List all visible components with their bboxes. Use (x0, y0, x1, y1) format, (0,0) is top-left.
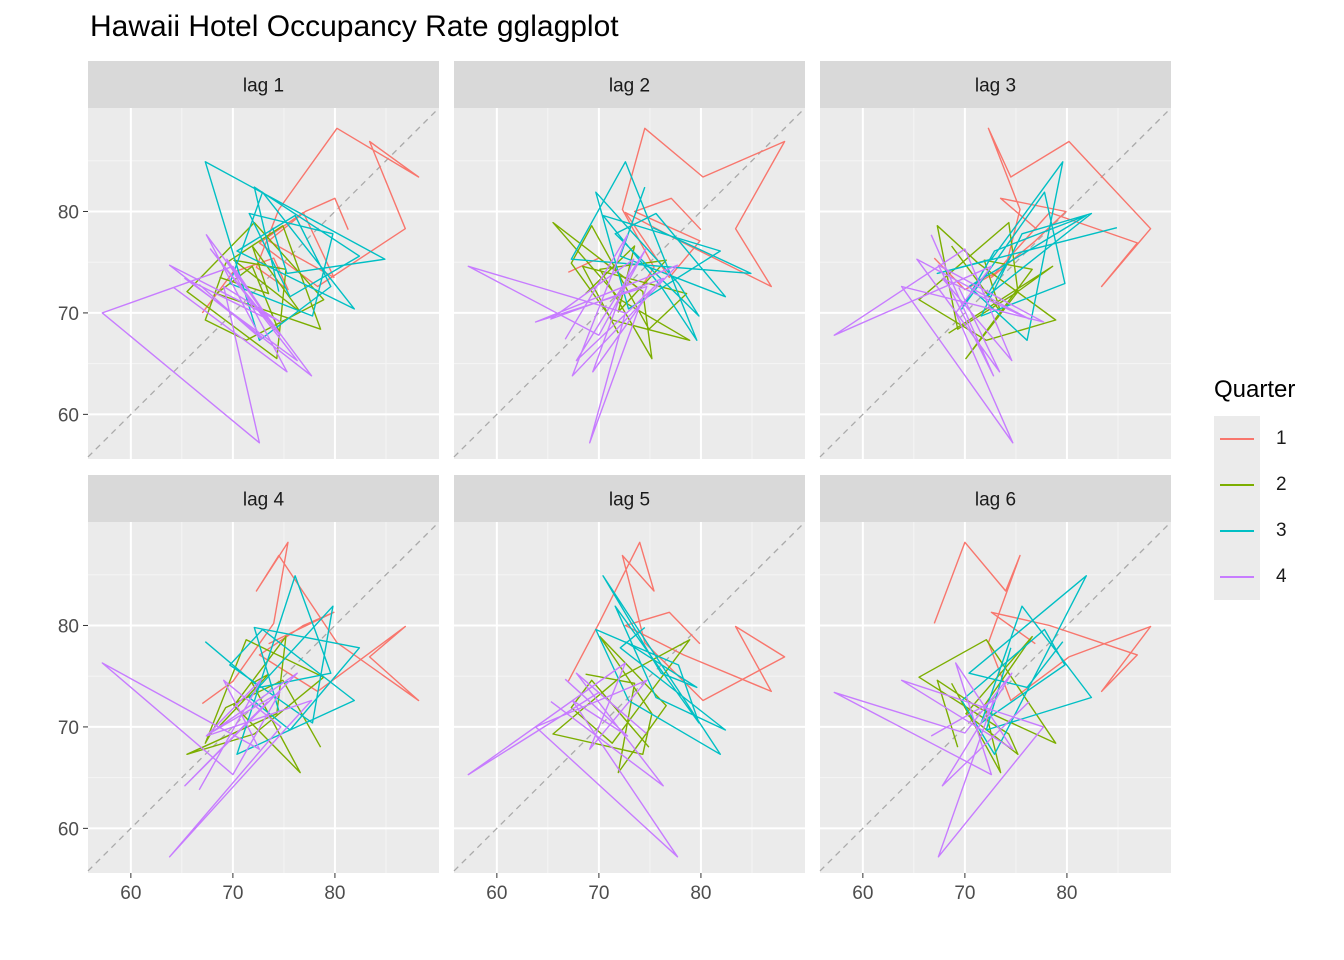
facet-4-xtick-label: 80 (324, 883, 345, 904)
facet-5-series-q3 (595, 575, 727, 755)
facet-5-strip-label: lag 5 (609, 490, 650, 511)
facet-1-series-q2 (186, 221, 325, 360)
facet-4-ytick-label: 70 (58, 718, 79, 739)
facet-2-series-q1 (568, 127, 786, 291)
facet-1-ytick-label: 80 (58, 202, 79, 223)
facet-3-series-q4 (833, 234, 1045, 444)
facet-6-xtick-label: 70 (954, 883, 975, 904)
legend-label-q1: 1 (1276, 428, 1287, 449)
facet-5-series-q4 (467, 662, 679, 858)
facet-1-strip-label: lag 1 (243, 76, 284, 97)
facet-6-series-q4 (833, 662, 1045, 858)
legend-item-q4: 4 (1214, 554, 1295, 600)
facet-5-series-q2 (552, 635, 691, 774)
legend-item-q2: 2 (1214, 462, 1295, 508)
facet-1-ytick-label: 70 (58, 304, 79, 325)
facet-4-xtick-label: 70 (222, 883, 243, 904)
legend: Quarter 1 2 3 4 (1214, 376, 1295, 600)
facet-4-series-q1 (201, 541, 420, 705)
facet-4-ytick-label: 80 (58, 616, 79, 637)
facet-5-xtick-label: 80 (690, 883, 711, 904)
facet-3-strip (820, 61, 1171, 108)
facet-4-ytick-label: 60 (58, 819, 79, 840)
facet-6-xtick-label: 80 (1056, 883, 1077, 904)
facet-6-reference-line (819, 521, 1172, 872)
facet-1-series-q4 (101, 234, 313, 444)
facet-4-series-q4 (101, 662, 313, 858)
legend-item-q3: 3 (1214, 508, 1295, 554)
facet-1-series-q3 (204, 161, 386, 341)
facet-2-series-q2 (552, 221, 691, 360)
facet-5-xtick-label: 70 (588, 883, 609, 904)
legend-key-q4 (1214, 554, 1260, 600)
facet-2-series-q3 (570, 161, 752, 341)
facet-4-series-q3 (204, 575, 361, 755)
facet-3-series-q2 (918, 221, 1057, 360)
plot-title: Hawaii Hotel Occupancy Rate gglagplot (90, 10, 619, 43)
legend-key-q2 (1214, 462, 1260, 508)
legend-key-q1 (1214, 416, 1260, 462)
facet-6-series-q1 (933, 541, 1152, 702)
facet-1-strip (88, 61, 439, 108)
facet-5-xtick-label: 60 (486, 883, 507, 904)
facet-5-strip (454, 475, 805, 522)
facet-2-series-q4 (467, 234, 679, 444)
legend-label-q2: 2 (1276, 474, 1287, 495)
facet-4-strip-label: lag 4 (243, 490, 285, 511)
facet-2-strip (454, 61, 805, 108)
legend-label-q3: 3 (1276, 520, 1287, 541)
legend-label-q4: 4 (1276, 566, 1287, 587)
facet-5-reference-line (453, 521, 806, 872)
facet-3-strip-label: lag 3 (975, 76, 1016, 97)
legend-title: Quarter (1214, 376, 1296, 403)
legend-item-q1: 1 (1214, 416, 1295, 462)
facet-6-strip-label: lag 6 (975, 490, 1016, 511)
facet-4-strip (88, 475, 439, 522)
facet-6-series-q3 (961, 575, 1093, 755)
facet-4-xtick-label: 60 (120, 883, 141, 904)
legend-key-q3 (1214, 508, 1260, 554)
facet-1-ytick-label: 60 (58, 405, 79, 426)
facet-6-strip (820, 475, 1171, 522)
facet-2-strip-label: lag 2 (609, 76, 650, 97)
facet-6-xtick-label: 60 (852, 883, 873, 904)
